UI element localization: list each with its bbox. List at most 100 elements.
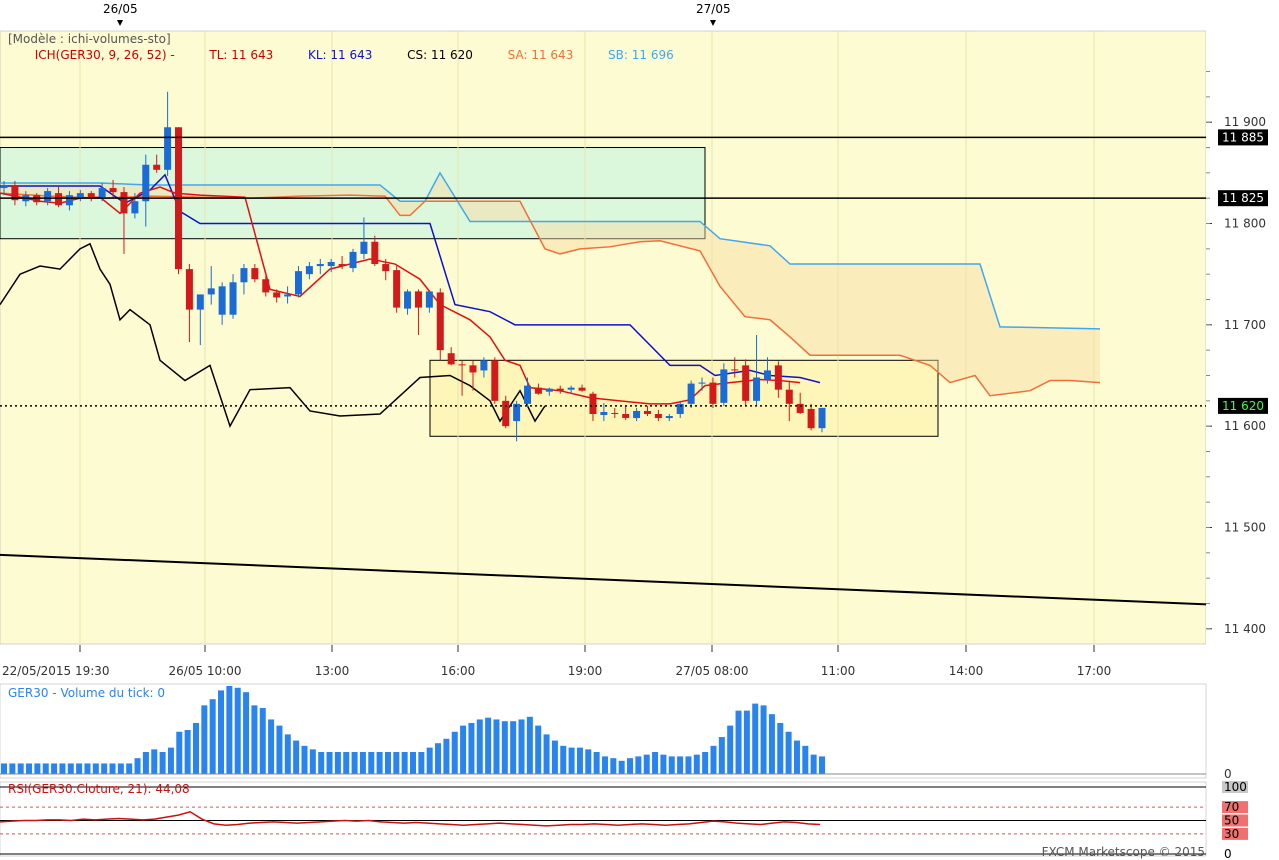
candle xyxy=(316,258,324,275)
candle-body xyxy=(207,288,215,295)
candle xyxy=(240,264,248,295)
ichimoku-cloud xyxy=(0,172,1100,396)
price-panel[interactable] xyxy=(0,30,1211,645)
time-tick-label: 22/05/2015 19:30 xyxy=(2,664,110,678)
candle xyxy=(382,258,390,281)
model-label: [Modèle : ichi-volumes-sto] xyxy=(8,32,171,46)
candle-body xyxy=(774,365,782,390)
volume-bar xyxy=(109,763,116,774)
candle xyxy=(480,357,488,378)
volume-bar xyxy=(17,763,24,774)
volume-bar xyxy=(476,719,483,774)
candle xyxy=(360,217,368,259)
price-level-tag-label: 11 620 xyxy=(1222,399,1264,413)
volume-bar xyxy=(201,705,208,774)
candle-body xyxy=(349,251,357,269)
candle xyxy=(131,193,139,219)
candle-body xyxy=(382,264,390,272)
candle xyxy=(196,294,204,346)
volume-bar xyxy=(568,747,575,774)
volume-bar xyxy=(376,752,383,774)
candle xyxy=(436,288,444,361)
candle-body xyxy=(676,403,684,414)
volume-bar xyxy=(660,754,667,774)
volume-bar xyxy=(318,752,325,774)
candle-body xyxy=(731,369,739,371)
rsi-level-tag xyxy=(1222,827,1248,840)
candle-body xyxy=(502,400,510,427)
volume-bar xyxy=(343,752,350,774)
volume-bar xyxy=(209,699,216,774)
candle-body xyxy=(785,389,793,404)
tenkan-line xyxy=(0,186,801,405)
candle xyxy=(796,392,804,414)
candle xyxy=(774,361,782,398)
candle-body xyxy=(196,294,204,310)
volume-bar xyxy=(126,763,133,774)
candle xyxy=(87,191,95,202)
volume-bar xyxy=(401,752,408,774)
span-b-line xyxy=(0,171,1101,330)
volume-bar xyxy=(84,763,91,774)
time-tick-label: 13:00 xyxy=(315,664,350,678)
candle-body xyxy=(251,268,259,280)
candle xyxy=(502,395,510,429)
volume-bar xyxy=(560,745,567,774)
volume-bar xyxy=(501,721,508,774)
rsi-tick-label: 50 xyxy=(1224,814,1239,828)
volume-bar xyxy=(677,756,684,774)
volume-panel[interactable]: GER30 - Volume du tick: 0 xyxy=(0,683,1207,779)
volume-bar xyxy=(301,745,308,774)
volume-bar xyxy=(735,710,742,774)
candle-body xyxy=(643,410,651,414)
candle-body xyxy=(436,292,444,351)
candle xyxy=(731,357,739,378)
candle xyxy=(622,405,630,421)
tl-label: TL: 11 643 xyxy=(208,48,273,62)
candle xyxy=(491,357,499,404)
date-marker-icon xyxy=(117,20,123,26)
candle-body xyxy=(534,387,542,394)
candle xyxy=(534,383,542,395)
candle xyxy=(338,255,346,270)
volume-bar xyxy=(384,752,391,774)
volume-bar xyxy=(618,760,625,774)
candle xyxy=(785,380,793,422)
candle xyxy=(753,334,761,406)
volume-bar xyxy=(585,749,592,774)
time-tick-label: 16:00 xyxy=(441,664,476,678)
volume-bar xyxy=(601,756,608,774)
rsi-series xyxy=(0,810,821,827)
rsi-panel[interactable]: RSI(GER30.Cloture, 21): 44,08 xyxy=(0,781,1207,857)
time-tick-label: 11:00 xyxy=(821,664,856,678)
candle-body xyxy=(600,411,608,416)
candle-body xyxy=(11,185,19,201)
price-axis: 11 400 11 500 11 600 11 700 11 800 11 900 xyxy=(1206,71,1266,636)
candle-body xyxy=(131,201,139,214)
volume-bar xyxy=(785,731,792,774)
trend-line[interactable] xyxy=(0,553,1211,606)
ichimoku-legend: ICH(GER30, 9, 26, 52) - TL: 11 643 KL: 1… xyxy=(8,48,693,62)
price-level-tag-label: 11 885 xyxy=(1222,130,1264,144)
volume-bar xyxy=(768,714,775,774)
candle xyxy=(371,235,379,267)
horizontal-levels[interactable] xyxy=(0,136,1211,606)
candle-body xyxy=(316,264,324,267)
volume-axis: 0 xyxy=(0,767,1232,781)
ich-label: ICH(GER30, 9, 26, 52) - xyxy=(35,48,175,62)
candle-body xyxy=(742,365,750,401)
candle xyxy=(76,190,84,202)
volume-bar xyxy=(668,756,675,774)
candle-body xyxy=(404,291,412,309)
candle-body xyxy=(153,164,161,170)
rsi-tick-label: 0 xyxy=(1224,847,1232,860)
candle-body xyxy=(818,407,826,429)
candle-body xyxy=(371,241,379,265)
brand-footer: FXCM Marketscope © 2015 xyxy=(1042,845,1205,859)
candle-body xyxy=(567,387,575,390)
candle-body xyxy=(393,270,401,308)
volume-bar xyxy=(117,763,124,774)
volume-bar xyxy=(468,722,475,774)
candle-body xyxy=(218,286,226,315)
